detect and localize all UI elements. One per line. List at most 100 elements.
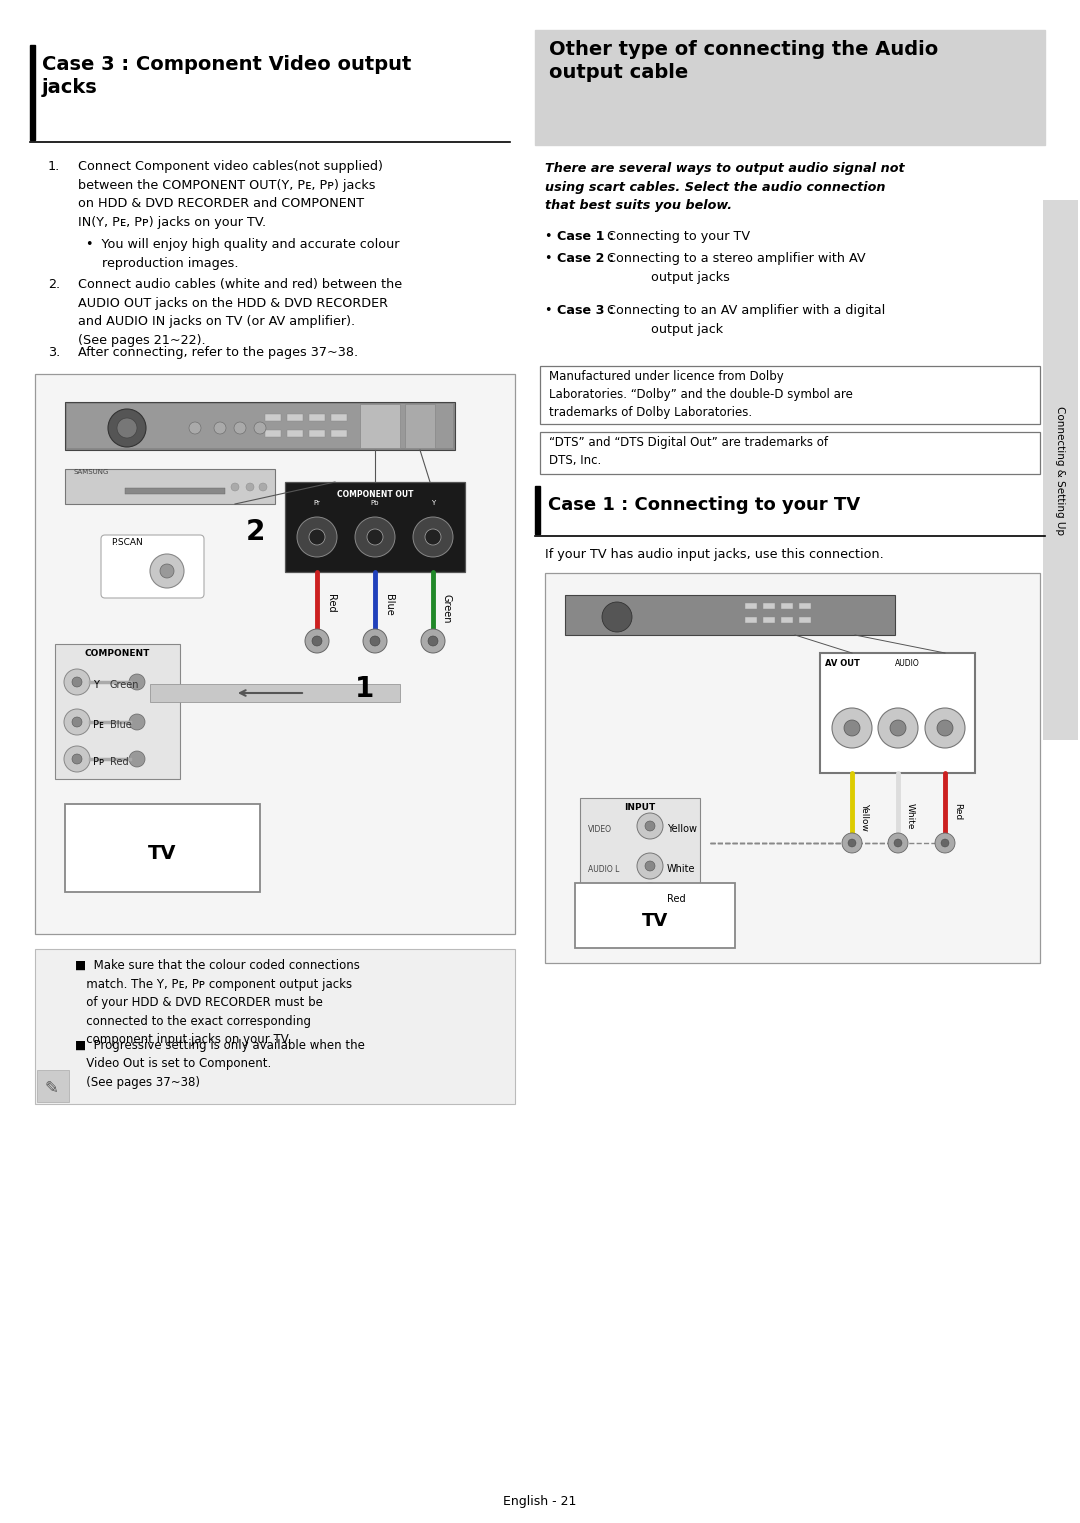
Text: AUDIO L: AUDIO L bbox=[588, 865, 619, 874]
Circle shape bbox=[214, 422, 226, 434]
Text: SAMSUNG: SAMSUNG bbox=[73, 469, 108, 475]
Bar bbox=[330, 414, 347, 420]
Bar bbox=[745, 603, 757, 609]
Text: Manufactured under licence from Dolby
Laboratories. “Dolby” and the double-D sym: Manufactured under licence from Dolby La… bbox=[549, 370, 853, 419]
Text: Blue: Blue bbox=[384, 594, 394, 615]
Bar bbox=[535, 486, 540, 535]
Text: Connect audio cables (white and red) between the
AUDIO OUT jacks on the HDD & DV: Connect audio cables (white and red) bet… bbox=[78, 279, 402, 347]
Circle shape bbox=[878, 708, 918, 748]
Bar bbox=[565, 595, 895, 635]
Bar bbox=[781, 617, 793, 623]
Text: Red: Red bbox=[110, 757, 129, 768]
Text: •  You will enjoy high quality and accurate colour
    reproduction images.: • You will enjoy high quality and accura… bbox=[86, 238, 400, 270]
Circle shape bbox=[843, 720, 860, 736]
Circle shape bbox=[645, 821, 654, 832]
Text: AUDIO: AUDIO bbox=[895, 659, 920, 669]
Text: Yellow: Yellow bbox=[667, 824, 697, 835]
Circle shape bbox=[108, 410, 146, 446]
Text: Connecting to your TV: Connecting to your TV bbox=[607, 230, 751, 244]
Circle shape bbox=[421, 629, 445, 653]
Circle shape bbox=[924, 708, 966, 748]
Text: 1: 1 bbox=[355, 675, 375, 704]
Text: Red: Red bbox=[667, 894, 686, 905]
Text: TV: TV bbox=[642, 911, 669, 929]
Bar bbox=[330, 429, 347, 437]
Circle shape bbox=[231, 483, 239, 490]
Circle shape bbox=[309, 528, 325, 545]
Bar bbox=[360, 404, 400, 448]
Text: White: White bbox=[667, 864, 696, 874]
Bar bbox=[35, 949, 515, 1104]
Circle shape bbox=[935, 833, 955, 853]
Circle shape bbox=[64, 710, 90, 736]
Circle shape bbox=[842, 833, 862, 853]
Circle shape bbox=[72, 754, 82, 765]
Bar bbox=[265, 429, 281, 437]
Circle shape bbox=[64, 669, 90, 694]
Text: After connecting, refer to the pages 37~38.: After connecting, refer to the pages 37~… bbox=[78, 346, 359, 359]
Circle shape bbox=[297, 516, 337, 557]
Bar bbox=[762, 617, 775, 623]
Bar bbox=[762, 603, 775, 609]
Text: Case 1 : Connecting to your TV: Case 1 : Connecting to your TV bbox=[548, 496, 860, 513]
Text: Connect Component video cables(not supplied)
between the COMPONENT OUT(Y, Pᴇ, Pᴘ: Connect Component video cables(not suppl… bbox=[78, 160, 383, 228]
Text: AV OUT: AV OUT bbox=[825, 659, 860, 669]
FancyBboxPatch shape bbox=[102, 535, 204, 599]
Text: Pr: Pr bbox=[313, 500, 321, 506]
Text: •: • bbox=[545, 230, 556, 244]
Circle shape bbox=[894, 839, 902, 847]
Text: Pᴇ: Pᴇ bbox=[93, 720, 104, 730]
Bar bbox=[35, 375, 515, 934]
Text: Yellow: Yellow bbox=[860, 803, 869, 832]
Bar bbox=[309, 414, 325, 420]
Bar bbox=[575, 883, 735, 947]
Bar bbox=[781, 603, 793, 609]
Bar bbox=[265, 414, 281, 420]
Circle shape bbox=[129, 751, 145, 768]
Circle shape bbox=[370, 637, 380, 646]
Circle shape bbox=[117, 417, 137, 439]
Circle shape bbox=[888, 833, 908, 853]
Circle shape bbox=[428, 637, 438, 646]
Text: ■  Progressive setting is only available when the
   Video Out is set to Compone: ■ Progressive setting is only available … bbox=[75, 1039, 365, 1089]
Text: Other type of connecting the Audio
output cable: Other type of connecting the Audio outpu… bbox=[549, 40, 939, 82]
Bar bbox=[1043, 200, 1078, 740]
Bar bbox=[65, 804, 260, 892]
Text: ■  Make sure that the colour coded connections
   match. The Y, Pᴇ, Pᴘ component: ■ Make sure that the colour coded connec… bbox=[75, 959, 360, 1046]
Bar bbox=[30, 46, 35, 140]
Circle shape bbox=[355, 516, 395, 557]
Bar bbox=[65, 469, 275, 504]
Text: Green: Green bbox=[110, 679, 139, 690]
Circle shape bbox=[259, 483, 267, 490]
Bar bbox=[820, 653, 975, 774]
Text: 3.: 3. bbox=[48, 346, 60, 359]
Circle shape bbox=[832, 708, 872, 748]
Bar bbox=[287, 414, 303, 420]
Bar bbox=[65, 402, 455, 449]
Text: VIDEO: VIDEO bbox=[588, 824, 612, 833]
Text: Case 2 :: Case 2 : bbox=[557, 251, 619, 265]
Text: Case 1 :: Case 1 : bbox=[557, 230, 619, 244]
Circle shape bbox=[602, 602, 632, 632]
Circle shape bbox=[72, 678, 82, 687]
Text: If your TV has audio input jacks, use this connection.: If your TV has audio input jacks, use th… bbox=[545, 548, 883, 560]
Text: P.SCAN: P.SCAN bbox=[111, 538, 143, 547]
Bar bbox=[745, 617, 757, 623]
Circle shape bbox=[426, 528, 441, 545]
Circle shape bbox=[363, 629, 387, 653]
Text: 2: 2 bbox=[245, 518, 265, 547]
Bar bbox=[309, 429, 325, 437]
Circle shape bbox=[129, 675, 145, 690]
Bar bbox=[799, 617, 811, 623]
Text: INPUT: INPUT bbox=[624, 803, 656, 812]
Text: Connecting to a stereo amplifier with AV
           output jacks: Connecting to a stereo amplifier with AV… bbox=[607, 251, 866, 283]
Bar bbox=[55, 644, 180, 778]
Circle shape bbox=[189, 422, 201, 434]
Text: Green: Green bbox=[442, 594, 453, 623]
Text: Blue: Blue bbox=[110, 720, 132, 730]
Text: Red: Red bbox=[953, 803, 962, 821]
Text: Connecting & Setting Up: Connecting & Setting Up bbox=[1055, 405, 1065, 535]
Circle shape bbox=[413, 516, 453, 557]
Bar bbox=[285, 481, 465, 573]
Circle shape bbox=[941, 839, 949, 847]
